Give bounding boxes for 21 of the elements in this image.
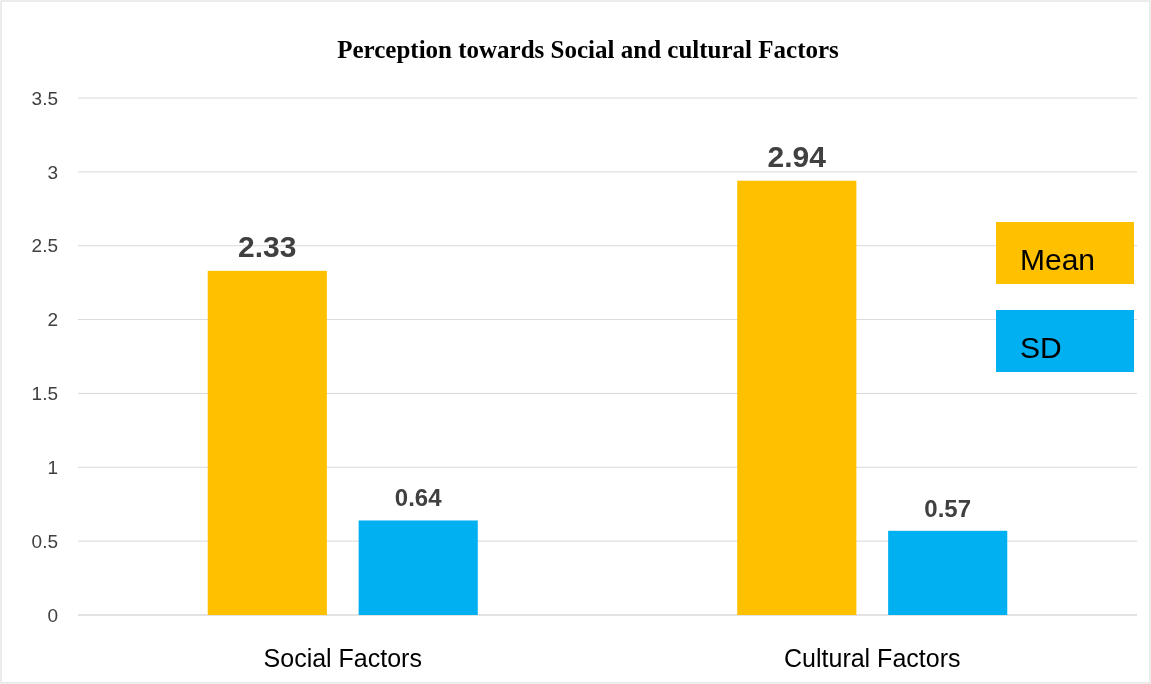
text: SD <box>1020 330 1062 364</box>
text: Mean <box>1020 242 1096 276</box>
y-tick-label: 1.5 <box>31 383 58 405</box>
y-tick-label: 2 <box>47 309 58 331</box>
y-tick-label: 2.5 <box>31 235 58 257</box>
data-label: 2.94 <box>767 139 827 173</box>
bar <box>737 180 857 615</box>
x-tick-label: Social Factors <box>263 644 422 672</box>
y-tick-label: 0 <box>47 604 58 626</box>
y-tick-label: 1 <box>47 456 58 478</box>
bar <box>888 530 1008 615</box>
data-label: 0.57 <box>924 494 972 522</box>
chart-title: Perception towards Social and cultural Factors <box>337 36 840 63</box>
y-tick-label: 0.5 <box>31 530 58 552</box>
y-tick-label: 3 <box>47 161 58 183</box>
data-label: 0.64 <box>394 484 443 512</box>
data-label: 2.33 <box>238 229 297 263</box>
bar <box>358 520 478 615</box>
y-tick-label: 3.5 <box>31 87 58 109</box>
x-tick-label: Cultural Factors <box>784 644 961 672</box>
bar <box>207 270 327 615</box>
